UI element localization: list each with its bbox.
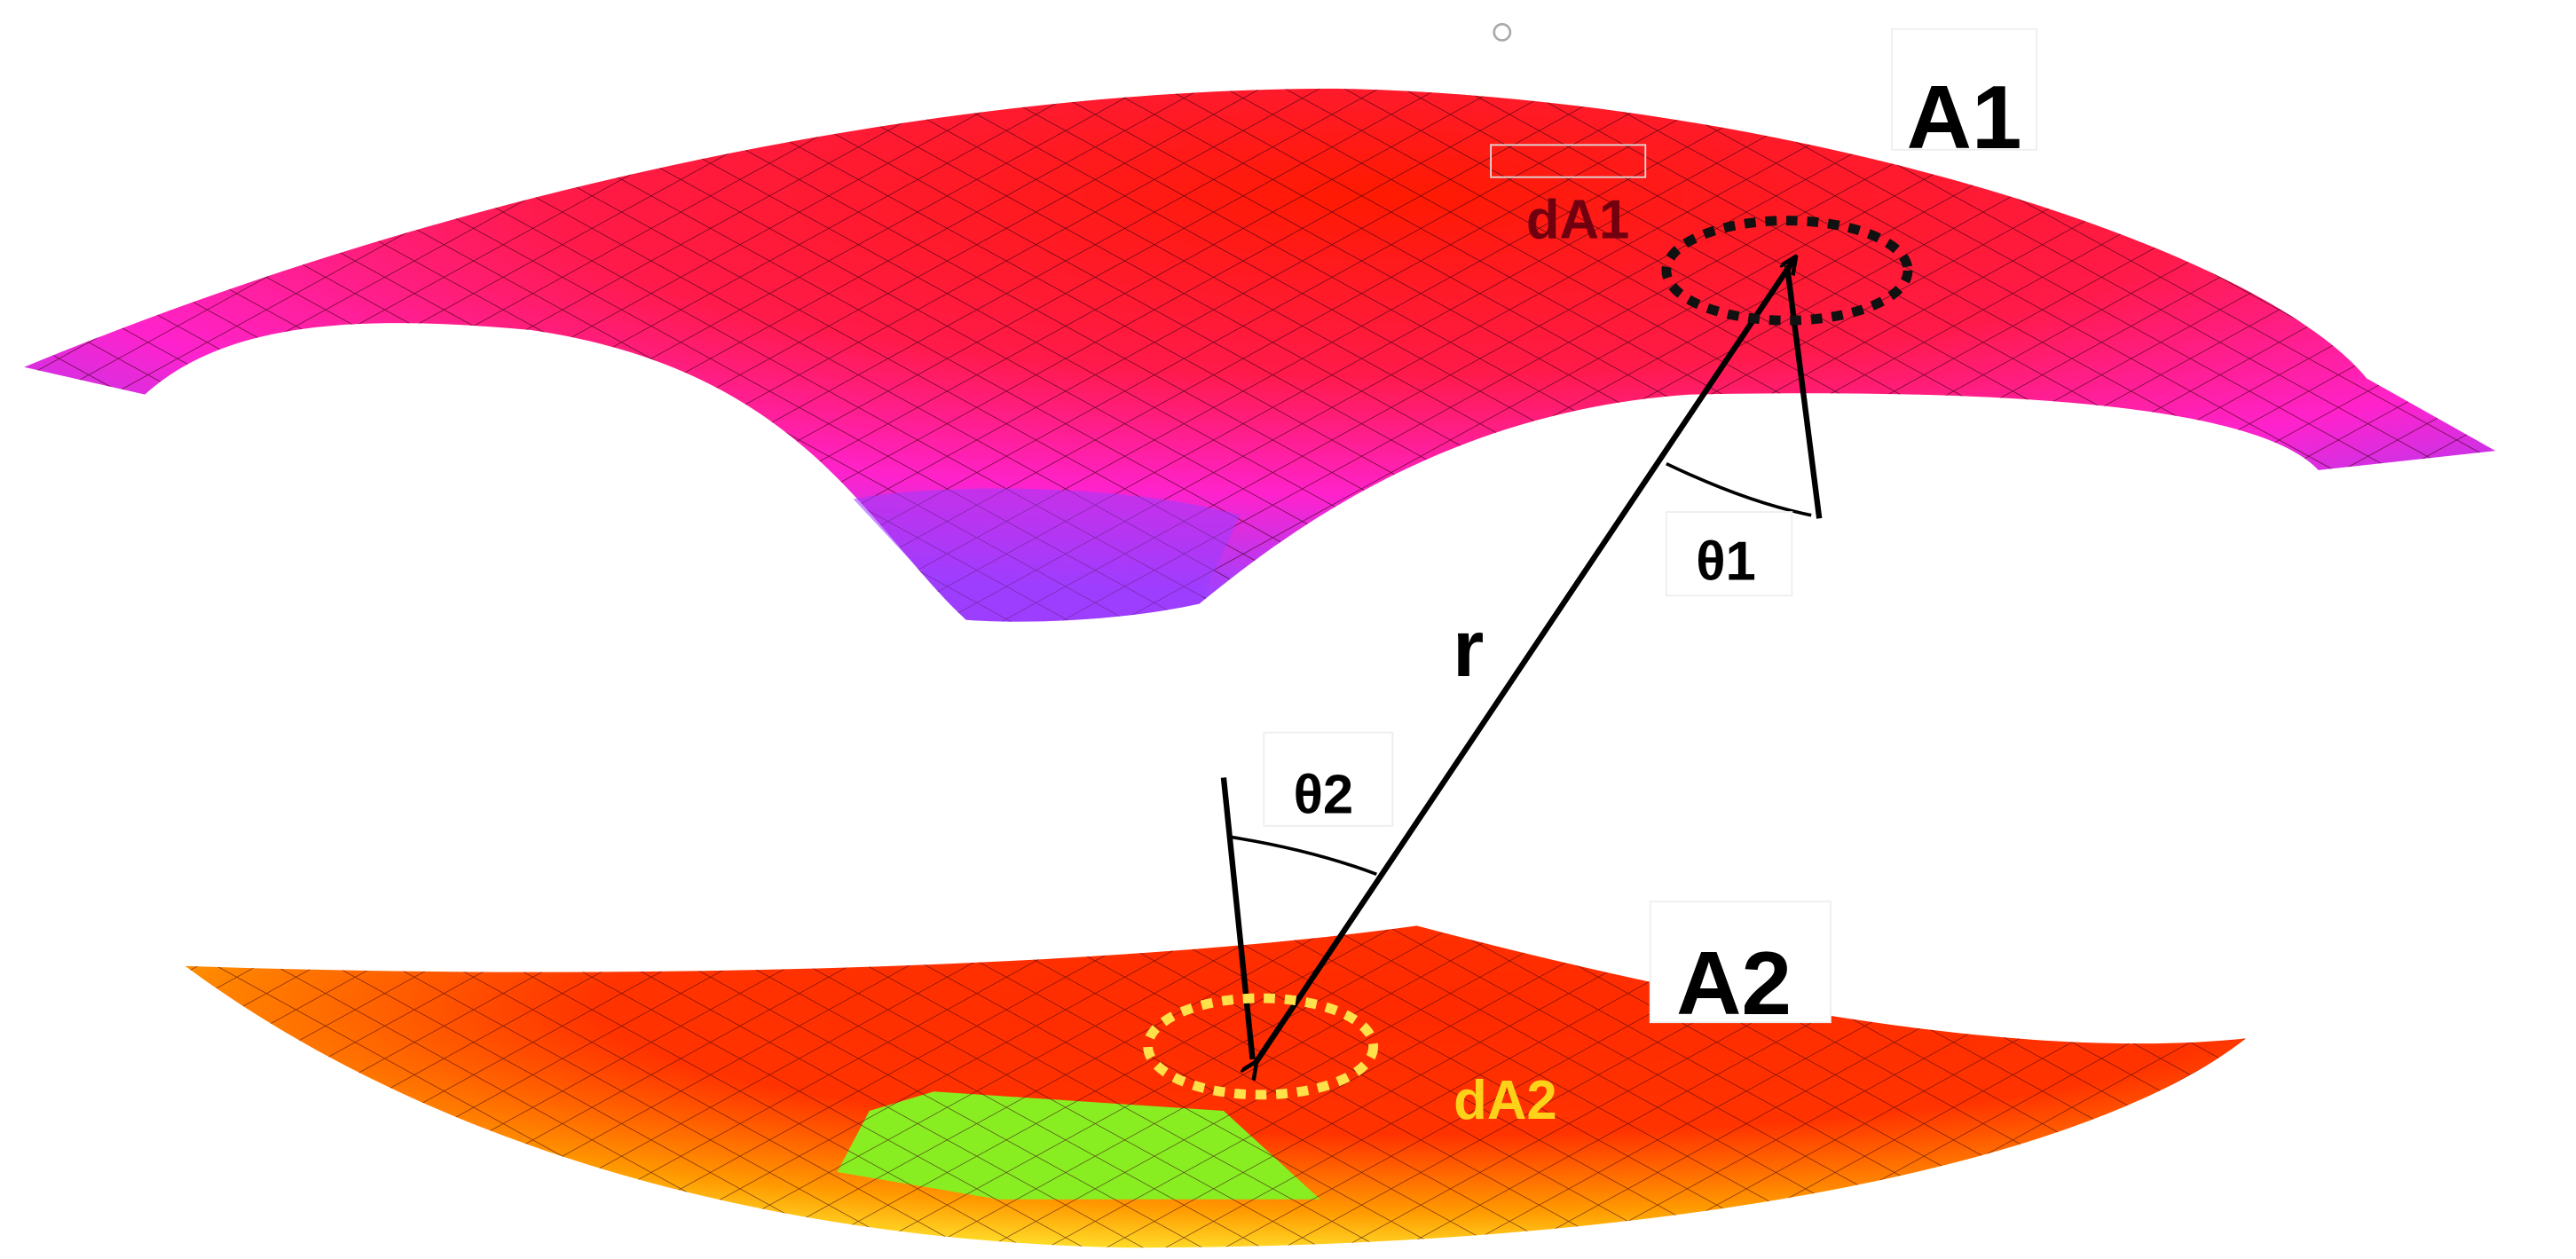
label-theta2: θ2: [1294, 764, 1354, 825]
label-da2: dA2: [1453, 1070, 1557, 1131]
marker-dot: [1493, 22, 1512, 42]
surface-a1: [24, 88, 2496, 622]
label-box: [1665, 511, 1793, 597]
label-a2: A2: [1676, 932, 1792, 1034]
geometry: [1143, 216, 1913, 1100]
r-vector: [1256, 257, 1795, 1062]
label-a1: A1: [1907, 67, 2022, 168]
label-box: [1263, 731, 1394, 827]
angle-arc-1: [1666, 461, 1812, 517]
da2-region: [1143, 993, 1379, 1100]
label-theta1: θ1: [1696, 531, 1756, 592]
label-box: [1490, 144, 1647, 178]
label-box: [1890, 28, 2038, 151]
angle-arc-2: [1231, 835, 1377, 876]
label-da1: dA1: [1526, 190, 1630, 251]
label-box: [1649, 901, 1832, 1024]
da1-region: [1661, 216, 1913, 326]
normal-2: [1220, 777, 1256, 1060]
label-r: r: [1453, 604, 1484, 694]
normal-1: [1784, 265, 1823, 519]
